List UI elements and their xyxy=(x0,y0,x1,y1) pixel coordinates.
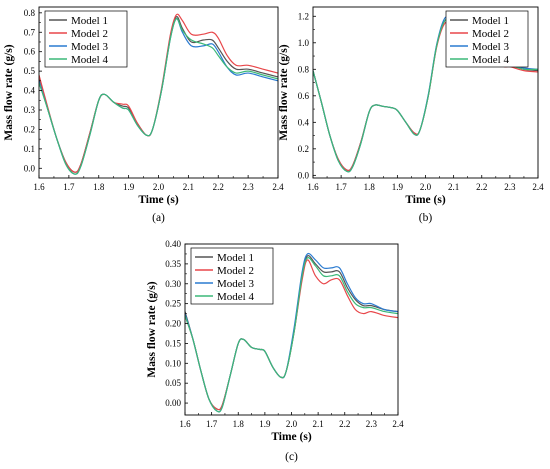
x-tick-label: 2.0 xyxy=(153,182,165,192)
y-tick-label: 0.35 xyxy=(165,259,181,269)
y-tick-label: 0.15 xyxy=(165,338,181,348)
y-axis-title: Mass flow rate (g/s) xyxy=(278,44,290,140)
y-tick-label: 0.6 xyxy=(298,91,310,101)
x-tick-label: 1.7 xyxy=(63,182,75,192)
y-tick-label: 0.10 xyxy=(165,358,181,368)
y-tick-label: 0.5 xyxy=(24,66,36,76)
legend-label: Model 2 xyxy=(71,28,108,40)
x-axis-title: Time (s) xyxy=(271,431,312,443)
x-tick-label: 2.3 xyxy=(366,419,378,429)
x-tick-label: 2.1 xyxy=(448,182,459,192)
legend-label: Model 2 xyxy=(217,265,254,277)
y-tick-label: 1.2 xyxy=(298,11,309,21)
y-tick-label: 0.40 xyxy=(165,239,181,249)
x-tick-label: 2.4 xyxy=(532,182,544,192)
legend-label: Model 2 xyxy=(472,28,509,40)
legend-label: Model 4 xyxy=(472,54,509,66)
legend-label: Model 3 xyxy=(217,278,254,290)
series-line-model-4 xyxy=(39,18,278,175)
legend-label: Model 4 xyxy=(71,54,108,66)
x-axis-title: Time (s) xyxy=(138,194,179,206)
legend-label: Model 1 xyxy=(71,15,108,27)
x-tick-label: 2.2 xyxy=(476,182,487,192)
panel-label: (a) xyxy=(152,212,165,224)
legend-label: Model 4 xyxy=(217,291,254,303)
x-tick-label: 1.9 xyxy=(123,182,135,192)
x-tick-label: 1.7 xyxy=(336,182,348,192)
x-tick-label: 1.8 xyxy=(364,182,376,192)
panel-label: (c) xyxy=(285,451,298,463)
x-tick-label: 1.9 xyxy=(259,419,271,429)
y-axis-title: Mass flow rate (g/s) xyxy=(146,281,158,377)
y-tick-label: 0.2 xyxy=(298,144,309,154)
legend-label: Model 1 xyxy=(472,15,509,27)
y-tick-label: 0.2 xyxy=(24,124,35,134)
y-tick-label: 0.4 xyxy=(24,86,36,96)
x-tick-label: 1.6 xyxy=(33,182,45,192)
x-tick-label: 2.1 xyxy=(183,182,194,192)
legend-label: Model 3 xyxy=(472,41,509,53)
y-tick-label: 0.0 xyxy=(24,163,36,173)
y-tick-label: 0.00 xyxy=(165,398,181,408)
y-tick-label: 0.8 xyxy=(298,64,310,74)
series-lines xyxy=(39,13,278,175)
x-tick-label: 1.7 xyxy=(206,419,218,429)
chart-panel-2: 1.6 1.7 1.8 1.9 2.0 2.1 2.2 2.3 2.4 0.0 0.2 0.4 0.6 0… xyxy=(278,6,544,224)
y-tick-label: 0.3 xyxy=(24,105,36,115)
x-tick-label: 1.8 xyxy=(233,419,245,429)
x-axis-title: Time (s) xyxy=(405,194,446,206)
panel-label: (b) xyxy=(419,212,433,224)
x-tick-label: 2.0 xyxy=(420,182,432,192)
legend-label: Model 3 xyxy=(71,41,108,53)
y-tick-label: 0.05 xyxy=(165,378,181,388)
y-axis-title: Mass flow rate (g/s) xyxy=(3,44,15,140)
series-line-model-4 xyxy=(185,257,398,413)
y-tick-label: 0.20 xyxy=(165,319,181,329)
x-tick-label: 1.9 xyxy=(392,182,404,192)
x-tick-label: 2.3 xyxy=(504,182,516,192)
x-tick-label: 2.2 xyxy=(339,419,350,429)
x-tick-label: 2.3 xyxy=(243,182,255,192)
chart-panel-3: 1.6 1.7 1.8 1.9 2.0 2.1 2.2 2.3 2.4 0.00 0.05 0.10 0… xyxy=(146,239,404,463)
y-tick-label: 1.0 xyxy=(298,38,310,48)
x-tick-label: 2.4 xyxy=(392,419,404,429)
y-tick-label: 0.6 xyxy=(24,47,36,57)
x-tick-label: 1.8 xyxy=(93,182,105,192)
y-tick-label: 0.8 xyxy=(24,8,36,18)
series-lines xyxy=(185,252,398,413)
legend-label: Model 1 xyxy=(217,252,254,264)
x-tick-label: 2.1 xyxy=(313,419,324,429)
x-tick-label: 2.0 xyxy=(286,419,298,429)
y-tick-label: 0.25 xyxy=(165,299,181,309)
x-tick-label: 2.2 xyxy=(213,182,224,192)
y-tick-label: 0.7 xyxy=(24,27,36,37)
chart-panel-1: 1.6 1.7 1.8 1.9 2.0 2.1 2.2 2.3 2.4 0.0 0.1 0.2 0.3 0… xyxy=(3,6,284,224)
y-tick-label: 0.4 xyxy=(298,117,310,127)
y-tick-label: 0.0 xyxy=(298,170,310,180)
x-tick-label: 1.6 xyxy=(179,419,191,429)
y-tick-label: 0.1 xyxy=(24,144,35,154)
y-tick-label: 0.30 xyxy=(165,279,181,289)
x-tick-label: 2.4 xyxy=(272,182,284,192)
x-tick-label: 1.6 xyxy=(307,182,319,192)
